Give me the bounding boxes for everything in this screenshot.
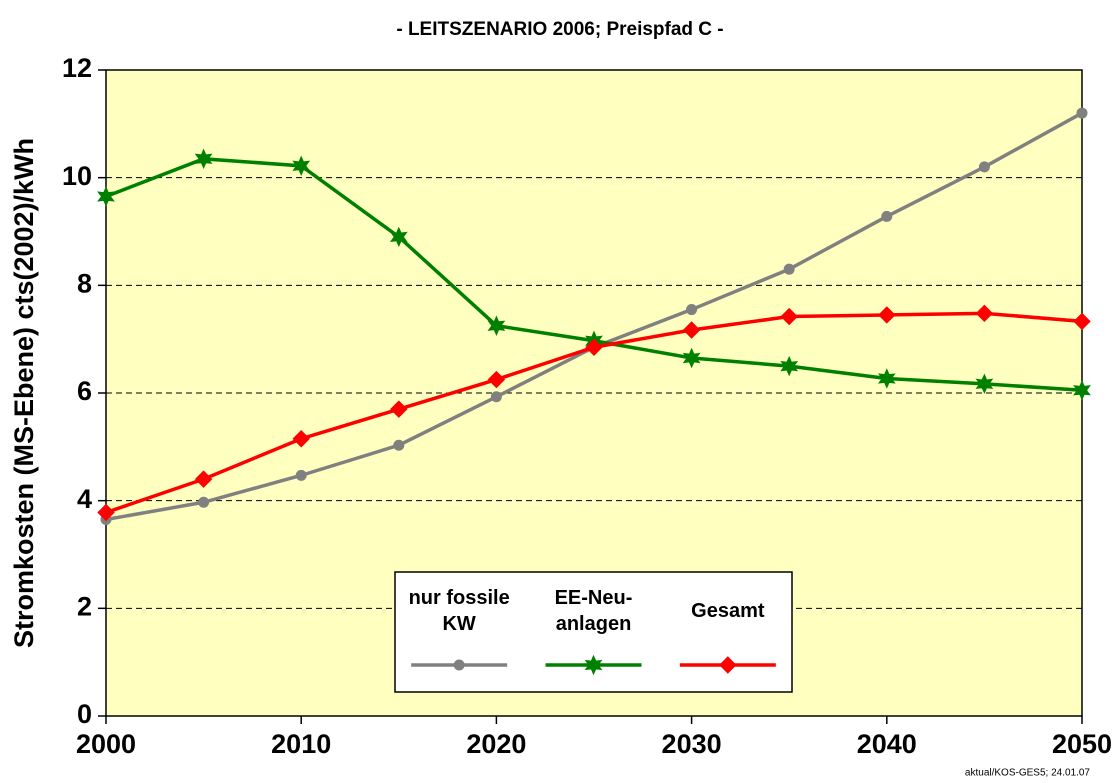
marker — [780, 355, 799, 377]
marker — [780, 307, 798, 326]
marker — [1073, 312, 1091, 331]
marker — [487, 370, 506, 389]
footnote: aktual/KOS-GES5; 24.01.07 — [965, 768, 1091, 779]
marker — [389, 226, 408, 248]
marker — [682, 321, 701, 339]
marker — [585, 338, 603, 356]
marker — [194, 470, 213, 488]
marker — [975, 373, 994, 395]
y-tick-label: 12 — [62, 53, 92, 83]
marker — [686, 304, 698, 316]
marker — [292, 155, 311, 177]
y-tick-label: 0 — [77, 699, 92, 729]
marker — [292, 430, 310, 448]
marker — [975, 304, 994, 323]
x-tick-label: 2010 — [271, 729, 331, 759]
marker — [1076, 107, 1088, 119]
legend-label: EE-Neu-anlagen — [554, 587, 633, 635]
marker — [393, 439, 405, 451]
marker — [878, 306, 896, 324]
x-tick-label: 2000 — [76, 729, 136, 759]
y-tick-label: 2 — [77, 591, 92, 621]
marker — [487, 315, 506, 336]
legend-marker — [453, 659, 465, 671]
y-tick-label: 10 — [62, 161, 92, 191]
marker — [97, 503, 115, 522]
y-tick-label: 6 — [77, 376, 92, 406]
marker — [295, 469, 307, 481]
y-tick-label: 4 — [77, 484, 92, 514]
marker — [490, 391, 502, 403]
legend-label: nur fossile KW — [408, 587, 510, 635]
x-tick-label: 2050 — [1052, 729, 1112, 759]
marker — [97, 186, 115, 207]
marker — [682, 347, 701, 369]
marker — [194, 148, 213, 170]
marker — [1073, 380, 1091, 401]
legend-marker — [719, 656, 737, 674]
chart-title: - LEITSZENARIO 2006; Preispfad C - — [396, 19, 723, 40]
x-tick-label: 2030 — [662, 729, 722, 759]
x-tick-label: 2020 — [466, 729, 526, 759]
y-axis-label: Stromkosten (MS-Ebene) cts(2002)/kWh — [9, 138, 39, 648]
marker — [877, 368, 896, 389]
x-tick-label: 2040 — [857, 729, 917, 759]
marker — [390, 400, 408, 418]
legend-label: Gesamt — [691, 600, 765, 622]
y-tick-label: 8 — [77, 268, 92, 298]
legend-marker — [584, 654, 603, 676]
marker — [978, 161, 990, 173]
marker — [198, 496, 210, 508]
marker — [881, 210, 893, 222]
marker — [783, 263, 795, 275]
